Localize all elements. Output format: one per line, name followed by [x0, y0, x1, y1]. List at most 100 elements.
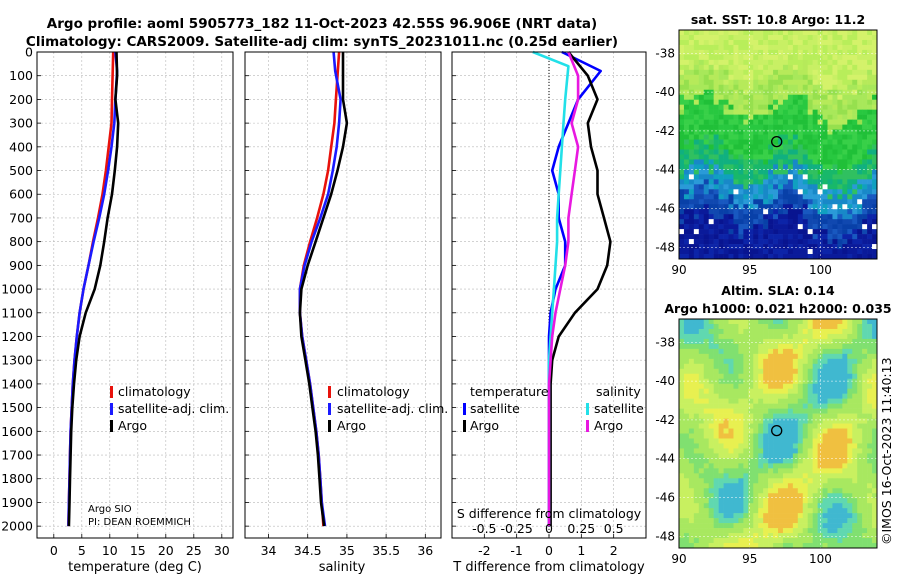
heatmap-cell	[842, 169, 848, 175]
heatmap-cell	[703, 114, 709, 120]
heatmap-cell	[728, 323, 734, 330]
heatmap-cell	[867, 254, 873, 260]
heatmap-cell	[743, 528, 749, 534]
heatmap-cell	[827, 518, 833, 524]
heatmap-cell	[787, 184, 794, 190]
heatmap-cell	[708, 44, 714, 51]
heatmap-cell	[852, 493, 858, 499]
heatmap-cell	[713, 498, 719, 504]
heatmap-cell	[857, 234, 863, 240]
heatmap-cell	[713, 538, 719, 544]
heatmap-cell	[847, 333, 853, 340]
heatmap-cell	[822, 488, 828, 494]
heatmap-cell	[683, 388, 690, 394]
heatmap-cell	[773, 438, 779, 444]
heatmap-cell	[703, 513, 709, 519]
heatmap-cell	[842, 348, 848, 355]
heatmap-cell	[862, 119, 868, 125]
heatmap-cell	[778, 109, 784, 115]
heatmap-cell	[763, 134, 769, 140]
heatmap-cell	[733, 59, 739, 66]
heatmap-cell	[753, 234, 759, 240]
heatmap-cell	[872, 528, 878, 534]
heatmap-cell	[787, 64, 794, 71]
heatmap-cell	[862, 503, 868, 509]
heatmap-cell	[787, 174, 794, 180]
heatmap-cell	[698, 463, 705, 469]
heatmap-cell	[718, 179, 724, 185]
heatmap-cell	[807, 189, 813, 195]
heatmap-cell	[778, 338, 784, 345]
heatmap-cell	[787, 219, 794, 225]
heatmap-cell	[797, 468, 804, 474]
heatmap-cell	[773, 338, 779, 345]
heatmap-cell	[679, 518, 685, 524]
heatmap-cell	[842, 493, 848, 499]
heatmap-cell	[792, 109, 799, 115]
heatmap-cell	[837, 174, 843, 180]
heatmap-cell	[738, 393, 744, 399]
heatmap-cell	[688, 503, 695, 509]
heatmap-cell	[837, 468, 843, 474]
heatmap-cell	[847, 104, 853, 110]
heatmap-cell	[698, 388, 705, 394]
depth-axis-labels: 0100200300400500600700800900100011001200…	[1, 45, 33, 534]
heatmap-cell	[708, 413, 714, 419]
heatmap-cell	[728, 463, 734, 469]
heatmap-cell	[708, 179, 714, 185]
heatmap-cell	[773, 69, 779, 76]
heatmap-cell	[703, 84, 709, 91]
heatmap-cell	[693, 219, 700, 225]
heatmap-cell	[822, 169, 828, 175]
heatmap-cell	[688, 493, 695, 499]
heatmap-cell	[723, 239, 729, 245]
heatmap-cell	[713, 363, 719, 370]
heatmap-cell	[733, 49, 739, 56]
heatmap-cell	[698, 433, 705, 439]
heatmap-cell	[812, 378, 818, 385]
heatmap-cell	[733, 39, 739, 46]
heatmap-cell	[708, 533, 714, 539]
heatmap-cell	[837, 204, 843, 210]
heatmap-cell	[733, 468, 739, 474]
heatmap-cell	[802, 44, 808, 51]
heatmap-cell	[708, 323, 714, 330]
heatmap-cell	[768, 39, 774, 46]
heatmap-cell	[733, 244, 739, 250]
heatmap-cell	[817, 129, 823, 135]
heatmap-cell	[738, 129, 744, 135]
heatmap-cell	[758, 144, 764, 150]
heatmap-cell	[708, 498, 714, 504]
heatmap-cell	[683, 199, 690, 205]
heatmap-cell	[802, 363, 808, 370]
heatmap-cell	[763, 438, 769, 444]
heatmap-cell	[802, 179, 808, 185]
heatmap-cell	[837, 388, 843, 394]
heatmap-cell	[837, 244, 843, 250]
heatmap-cell	[688, 468, 695, 474]
heatmap-cell	[847, 438, 853, 444]
heatmap-cell	[802, 513, 808, 519]
heatmap-cell	[688, 124, 695, 130]
heatmap-cell	[738, 443, 744, 449]
heatmap-cell	[679, 79, 685, 86]
heatmap-cell	[743, 358, 749, 365]
heatmap-cell	[827, 348, 833, 355]
heatmap-cell	[787, 114, 794, 120]
heatmap-cell	[718, 453, 724, 459]
heatmap-cell	[763, 184, 769, 190]
heatmap-cell	[778, 224, 784, 230]
heatmap-cell	[862, 438, 868, 444]
heatmap-cell	[872, 513, 878, 519]
heatmap-cell	[748, 338, 754, 345]
heatmap-cell	[698, 408, 705, 414]
heatmap-cell	[708, 528, 714, 534]
legend-climatology-label: climatology	[337, 384, 410, 399]
heatmap-cell	[802, 378, 808, 385]
heatmap-cell	[872, 49, 878, 56]
heatmap-cell	[852, 368, 858, 375]
heatmap-cell	[738, 104, 744, 110]
legend-temp-argo-label: Argo	[470, 418, 499, 433]
heatmap-cell	[688, 169, 695, 175]
heatmap-cell	[758, 363, 764, 370]
